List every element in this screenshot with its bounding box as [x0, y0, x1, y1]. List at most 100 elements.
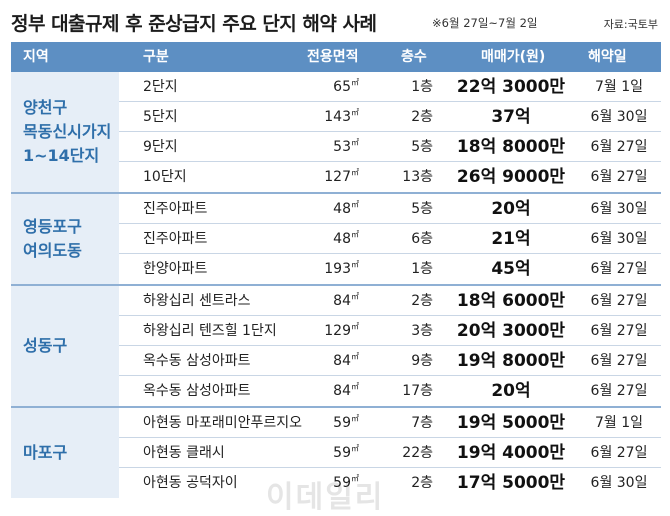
floor-cell-value: 9층 — [411, 353, 433, 369]
cancel-date-cell: 6월 27일 — [581, 286, 657, 316]
complex-name-value: 한양아파트 — [143, 261, 208, 277]
complex-name-value: 진주아파트 — [143, 231, 208, 247]
floor-cell: 17층 — [369, 376, 433, 406]
complex-name: 옥수동 삼성아파트 — [143, 346, 251, 376]
area-unit: ㎡ — [351, 414, 359, 423]
header: 정부 대출규제 후 준상급지 주요 단지 해약 사례 ※6월 27일~7월 2일… — [0, 0, 670, 40]
floor-cell-value: 6층 — [411, 231, 433, 247]
floor-cell: 6층 — [369, 224, 433, 254]
area-unit: ㎡ — [351, 230, 359, 239]
complex-name: 아현동 마포래미안푸르지오 — [143, 408, 302, 438]
area-unit: ㎡ — [351, 138, 359, 147]
complex-name: 옥수동 삼성아파트 — [143, 376, 251, 406]
price-cell: 18억 6000만 — [451, 286, 571, 316]
floor-cell: 22층 — [369, 438, 433, 468]
price-cell: 37억 — [451, 102, 571, 132]
complex-name-value: 하왕십리 텐즈힐 1단지 — [143, 323, 277, 339]
cancel-date-cell: 6월 27일 — [581, 254, 657, 284]
area-cell-value: 84 — [333, 383, 351, 399]
floor-cell: 1층 — [369, 72, 433, 102]
region-label: 영등포구 여의도동 — [11, 194, 119, 284]
floor-cell: 1층 — [369, 254, 433, 284]
cancel-date-cell: 6월 30일 — [581, 468, 657, 498]
price-cell-value: 19억 5000만 — [456, 413, 566, 433]
area-cell-value: 53 — [333, 139, 351, 155]
table-header: 지역 구분 전용면적 층수 매매가(원) 해약일 — [11, 42, 661, 72]
area-cell: 84㎡ — [295, 346, 359, 376]
price-cell-value: 21억 — [491, 229, 531, 249]
floor-cell-value: 1층 — [411, 79, 433, 95]
price-cell-value: 22억 3000만 — [456, 77, 566, 97]
cancel-date-cell: 6월 27일 — [581, 316, 657, 346]
floor-cell: 2층 — [369, 468, 433, 498]
cancel-date-cell-value: 6월 27일 — [590, 383, 648, 399]
area-cell: 53㎡ — [295, 132, 359, 162]
complex-name: 진주아파트 — [143, 194, 207, 224]
cancel-date-cell-value: 6월 27일 — [590, 353, 648, 369]
price-cell: 22억 3000만 — [451, 72, 571, 102]
complex-name: 진주아파트 — [143, 224, 207, 254]
col-header-floor: 층수 — [401, 49, 427, 65]
area-unit: ㎡ — [351, 292, 359, 301]
region-label: 마포구 — [11, 408, 119, 498]
complex-name-value: 아현동 클래시 — [143, 445, 225, 461]
cancel-date-cell-value: 6월 27일 — [590, 323, 648, 339]
area-unit: ㎡ — [351, 108, 359, 117]
price-cell-value: 17억 5000만 — [456, 473, 566, 493]
area-cell-value: 59 — [333, 475, 351, 491]
complex-name: 아현동 클래시 — [143, 438, 225, 468]
col-header-name: 구분 — [143, 49, 169, 65]
cancel-date-cell: 6월 27일 — [581, 346, 657, 376]
area-unit: ㎡ — [351, 322, 359, 331]
complex-name: 아현동 공덕자이 — [143, 468, 238, 498]
region-label: 양천구 목동신시가지 1~14단지 — [11, 72, 119, 192]
cancel-date-cell: 6월 27일 — [581, 438, 657, 468]
date-range-note: ※6월 27일~7월 2일 — [432, 16, 538, 30]
area-cell-value: 65 — [333, 79, 351, 95]
cancel-date-cell-value: 6월 27일 — [590, 293, 648, 309]
table-row: 옥수동 삼성아파트 84㎡ 9층 19억 8000만 6월 27일 — [119, 346, 661, 376]
price-cell: 19억 8000만 — [451, 346, 571, 376]
area-cell: 59㎡ — [295, 438, 359, 468]
cancel-date-cell: 7월 1일 — [581, 72, 657, 102]
cancel-date-cell: 6월 30일 — [581, 102, 657, 132]
cancel-date-cell: 6월 27일 — [581, 162, 657, 192]
complex-name: 하왕십리 텐즈힐 1단지 — [143, 316, 277, 346]
cancel-date-cell-value: 6월 30일 — [590, 109, 648, 125]
cancel-date-cell-value: 6월 30일 — [590, 231, 648, 247]
price-cell: 20억 — [451, 376, 571, 406]
complex-name-value: 진주아파트 — [143, 201, 208, 217]
price-cell-value: 19억 8000만 — [456, 351, 566, 371]
area-unit: ㎡ — [351, 78, 359, 87]
table-row: 아현동 마포래미안푸르지오 59㎡ 7층 19억 5000만 7월 1일 — [119, 408, 661, 438]
complex-name: 10단지 — [143, 162, 187, 192]
cancel-date-cell-value: 6월 27일 — [590, 139, 648, 155]
floor-cell-value: 1층 — [411, 261, 433, 277]
table-row: 진주아파트 48㎡ 6층 21억 6월 30일 — [119, 224, 661, 254]
price-cell-value: 37억 — [491, 107, 531, 127]
area-unit: ㎡ — [351, 352, 359, 361]
table-row: 9단지 53㎡ 5층 18억 8000만 6월 27일 — [119, 132, 661, 162]
area-cell: 193㎡ — [295, 254, 359, 284]
table-row: 아현동 클래시 59㎡ 22층 19억 4000만 6월 27일 — [119, 438, 661, 468]
floor-cell-value: 5층 — [411, 139, 433, 155]
price-cell: 19억 5000만 — [451, 408, 571, 438]
floor-cell: 2층 — [369, 102, 433, 132]
table-row: 옥수동 삼성아파트 84㎡ 17층 20억 6월 27일 — [119, 376, 661, 406]
area-cell-value: 48 — [333, 231, 351, 247]
area-unit: ㎡ — [351, 200, 359, 209]
complex-name-value: 하왕십리 센트라스 — [143, 293, 251, 309]
table-row: 2단지 65㎡ 1층 22억 3000만 7월 1일 — [119, 72, 661, 102]
cancel-date-cell: 6월 30일 — [581, 194, 657, 224]
price-cell: 45억 — [451, 254, 571, 284]
complex-name-value: 옥수동 삼성아파트 — [143, 353, 251, 369]
area-cell-value: 127 — [324, 169, 351, 185]
floor-cell: 3층 — [369, 316, 433, 346]
area-cell: 129㎡ — [295, 316, 359, 346]
area-cell: 127㎡ — [295, 162, 359, 192]
floor-cell-value: 17층 — [402, 383, 433, 399]
area-cell: 59㎡ — [295, 468, 359, 498]
floor-cell-value: 2층 — [411, 293, 433, 309]
area-cell: 48㎡ — [295, 224, 359, 254]
area-unit: ㎡ — [351, 474, 359, 483]
